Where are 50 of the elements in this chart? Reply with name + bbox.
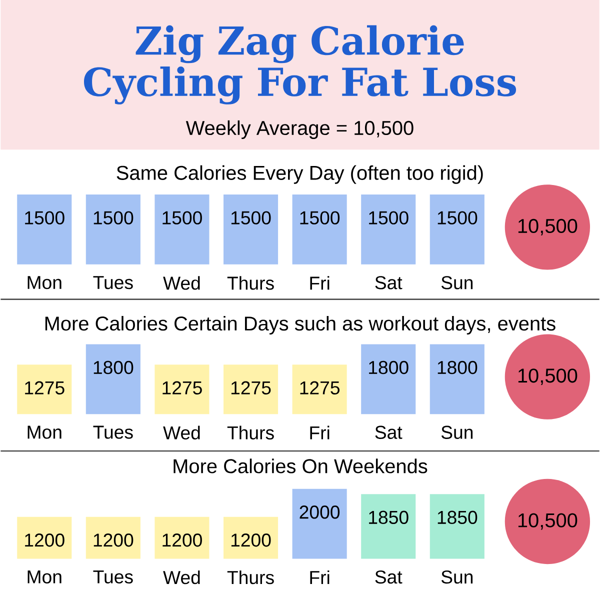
data-label: 1275 <box>25 381 64 395</box>
data-label: 1200 <box>25 534 64 547</box>
data-label: 1800 <box>94 361 134 374</box>
x-tick-label: Wed <box>163 426 200 440</box>
x-tick-label: Mon <box>28 570 62 584</box>
data-label: 1500 <box>300 211 340 225</box>
x-tick-label: Wed <box>163 570 200 584</box>
x-tick-label: Fri <box>310 276 330 290</box>
x-tick-label: Tues <box>93 570 133 584</box>
x-tick-label: Sun <box>441 570 473 584</box>
x-tick-label: Fri <box>310 426 330 440</box>
x-tick-label: Tues <box>93 276 133 290</box>
data-label: 1500 <box>369 211 408 225</box>
x-tick-label: Wed <box>163 276 200 290</box>
data-label: 2000 <box>300 506 340 519</box>
data-label: 1800 <box>369 361 408 374</box>
x-tick-label: Sat <box>375 426 402 440</box>
data-label: 1500 <box>162 211 202 225</box>
data-label: 1275 <box>300 381 340 395</box>
chart-subtitle: Same Calories Every Day (often too rigid) <box>116 165 483 184</box>
data-label: 1200 <box>94 534 134 547</box>
data-label: 1500 <box>438 211 478 225</box>
text: 10,500 <box>518 219 578 236</box>
text: Weekly Average = 10,500 <box>186 120 414 140</box>
data-label: 1200 <box>231 534 271 547</box>
x-tick-label: Fri <box>310 570 330 584</box>
chart-title: Zig Zag Calorie Cycling For Fat Loss <box>84 25 516 105</box>
x-tick-label: Mon <box>28 426 62 439</box>
data-label: 1850 <box>438 510 478 524</box>
chart-subtitle: More Calories Certain Days such as workout days, events <box>45 316 556 335</box>
data-label: 1800 <box>438 361 478 374</box>
text: 10,500 <box>518 513 578 530</box>
data-label: 1500 <box>25 211 64 225</box>
x-tick-label: Sat <box>375 570 402 584</box>
x-tick-label: Sat <box>375 276 402 290</box>
x-tick-label: Thurs <box>227 426 274 440</box>
x-tick-label: Thurs <box>227 570 274 584</box>
data-label: 1275 <box>162 381 202 395</box>
x-tick-label: Sun <box>441 276 473 290</box>
data-label: 1500 <box>231 211 271 225</box>
x-tick-label: Tues <box>93 426 133 439</box>
data-label: 1200 <box>162 534 202 547</box>
text: 10,500 <box>518 368 578 386</box>
x-tick-label: Sun <box>441 426 473 440</box>
x-tick-label: Mon <box>28 276 62 290</box>
x-tick-label: Thurs <box>227 276 274 290</box>
chart-subtitle: More Calories On Weekends <box>174 458 428 474</box>
data-label: 1850 <box>369 510 408 524</box>
data-label: 1275 <box>231 381 271 395</box>
data-label: 1500 <box>94 211 134 225</box>
